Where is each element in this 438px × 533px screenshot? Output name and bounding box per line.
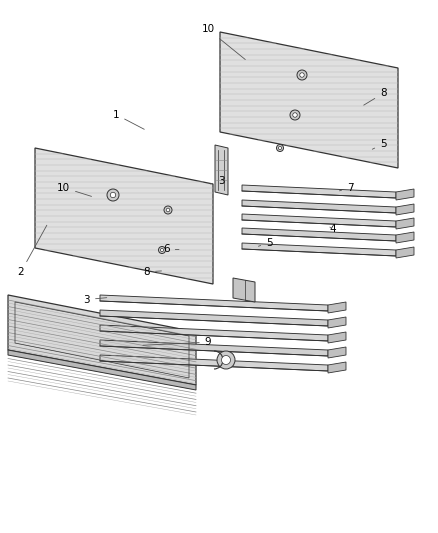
Text: 4: 4 xyxy=(329,224,336,234)
Polygon shape xyxy=(396,247,414,258)
Text: 9: 9 xyxy=(143,337,212,347)
Polygon shape xyxy=(242,200,396,213)
Circle shape xyxy=(297,70,307,80)
Polygon shape xyxy=(396,204,414,215)
Circle shape xyxy=(300,72,304,77)
Polygon shape xyxy=(8,295,196,385)
Polygon shape xyxy=(8,350,196,390)
Text: 10: 10 xyxy=(57,183,92,196)
Polygon shape xyxy=(396,218,414,229)
Text: 10: 10 xyxy=(201,25,245,60)
Circle shape xyxy=(290,110,300,120)
Polygon shape xyxy=(328,362,346,373)
Text: 6: 6 xyxy=(163,245,179,254)
Circle shape xyxy=(222,356,230,365)
Circle shape xyxy=(164,206,172,214)
Text: 7: 7 xyxy=(339,183,354,192)
Polygon shape xyxy=(100,340,328,356)
Circle shape xyxy=(110,192,116,198)
Polygon shape xyxy=(328,347,346,358)
Polygon shape xyxy=(35,148,213,284)
Polygon shape xyxy=(100,310,328,326)
Polygon shape xyxy=(215,145,228,195)
Polygon shape xyxy=(100,325,328,341)
Polygon shape xyxy=(242,228,396,241)
Polygon shape xyxy=(100,355,328,371)
Text: 3: 3 xyxy=(210,176,225,186)
Circle shape xyxy=(276,144,283,151)
Polygon shape xyxy=(242,243,396,256)
Polygon shape xyxy=(233,278,255,302)
Text: 5: 5 xyxy=(372,139,387,149)
Circle shape xyxy=(279,147,282,150)
Polygon shape xyxy=(100,295,328,311)
Text: 5: 5 xyxy=(258,238,273,247)
Polygon shape xyxy=(328,332,346,343)
Polygon shape xyxy=(328,317,346,328)
Circle shape xyxy=(166,208,170,212)
Text: 8: 8 xyxy=(364,88,387,105)
Text: 2: 2 xyxy=(18,225,47,277)
Polygon shape xyxy=(328,302,346,313)
Text: 3: 3 xyxy=(83,295,107,304)
Text: 1: 1 xyxy=(113,110,144,130)
Polygon shape xyxy=(396,189,414,200)
Text: 8: 8 xyxy=(143,267,162,277)
Polygon shape xyxy=(396,232,414,243)
Circle shape xyxy=(107,189,119,201)
Polygon shape xyxy=(242,214,396,227)
Circle shape xyxy=(293,113,297,117)
Circle shape xyxy=(159,246,166,254)
Circle shape xyxy=(217,351,235,369)
Polygon shape xyxy=(220,32,398,168)
Circle shape xyxy=(160,248,163,252)
Polygon shape xyxy=(242,185,396,198)
